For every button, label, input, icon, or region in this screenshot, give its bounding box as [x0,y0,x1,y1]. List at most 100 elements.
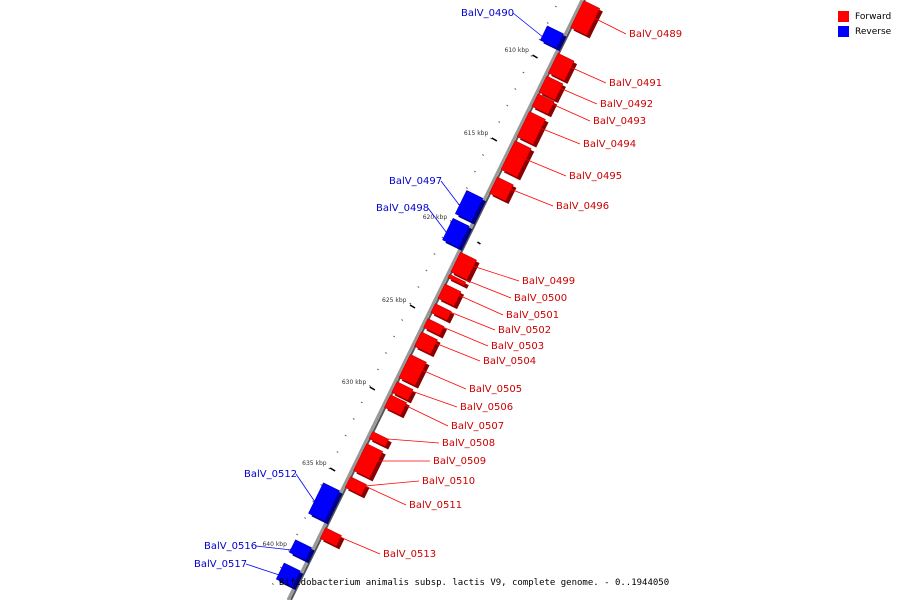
gene-leader-line [339,536,381,555]
gene-label[interactable]: BalV_0494 [583,139,636,150]
major-tick [477,241,481,245]
gene-label[interactable]: BalV_0490 [461,8,514,19]
gene-feature[interactable] [442,217,470,249]
gene-feature[interactable] [500,140,532,178]
minor-tick [344,434,347,437]
gene-feature[interactable] [398,354,427,386]
gene-feature[interactable] [437,283,462,307]
gene-label[interactable]: BalV_0513 [383,549,436,560]
gene-label[interactable]: BalV_0496 [556,201,609,212]
scale-label: 615 kbp [464,130,489,137]
gene-label[interactable]: BalV_0510 [422,476,475,487]
minor-tick [506,104,509,107]
gene-labels: BalV_0489 BalV_0490 BalV_0491 BalV_0492 BalV… [194,8,682,576]
gene-feature[interactable] [319,527,342,547]
scale-label: 635 kbp [302,460,327,467]
minor-tick [449,220,452,222]
gene-leader-line [364,480,420,487]
gene-label[interactable]: BalV_0505 [469,384,522,395]
minor-tick [498,121,501,123]
gene-feature[interactable] [447,273,467,287]
minor-tick [287,550,291,552]
gene-feature[interactable] [423,318,445,336]
legend-label-forward: Forward [855,11,892,22]
gene-feature[interactable] [547,52,575,82]
gene-leader-line [295,473,316,503]
gene-label[interactable]: BalV_0509 [433,456,486,467]
gene-leader-line [440,180,461,207]
gene-label[interactable]: BalV_0491 [609,78,662,89]
gene-label[interactable]: BalV_0493 [593,116,646,127]
gene-label[interactable]: BalV_0507 [451,421,504,432]
gene-label[interactable]: BalV_0504 [483,356,536,367]
major-tick [329,467,336,472]
gene-label[interactable]: BalV_0502 [498,325,551,336]
minor-tick [538,38,541,41]
gene-feature[interactable] [275,562,301,588]
gene-leader-line [510,188,554,207]
gene-label[interactable]: BalV_0495 [569,171,622,182]
gene-feature[interactable] [289,539,312,561]
gene-label[interactable]: BalV_0497 [389,176,442,187]
minor-tick [417,286,420,288]
gene-leader-line [570,66,607,84]
gene-feature[interactable] [539,25,564,49]
gene-feature[interactable] [391,381,414,401]
gene-label[interactable]: BalV_0516 [204,541,257,552]
legend-item-forward: Forward [838,9,891,24]
gene-label[interactable]: BalV_0489 [629,29,682,40]
legend-label-reverse: Reverse [855,26,892,37]
reverse-swatch [838,26,849,37]
gene-feature[interactable] [344,476,367,496]
minor-tick [296,533,299,536]
minor-tick [409,302,412,305]
gene-layer [275,0,603,591]
gene-feature[interactable] [531,93,555,115]
genome-caption: Bifidobacterium animalis subsp. lactis V… [279,578,670,588]
gene-leader-line [364,485,407,506]
gene-feature[interactable] [308,482,340,522]
gene-leader-line [540,127,581,145]
gene-label[interactable]: BalV_0492 [600,99,653,110]
scale-label: 640 kbp [262,541,287,548]
gene-label[interactable]: BalV_0511 [409,500,462,511]
minor-tick [490,137,493,140]
minor-tick [554,5,557,8]
gene-label[interactable]: BalV_0500 [514,293,567,304]
gene-feature[interactable] [454,190,484,222]
gene-feature[interactable] [353,443,384,479]
gene-label[interactable]: BalV_0508 [442,438,495,449]
minor-tick [320,484,323,486]
gene-feature[interactable] [430,303,452,321]
gene-feature[interactable] [413,331,438,355]
minor-tick [376,368,379,371]
legend-item-reverse: Reverse [838,24,891,39]
gene-feature[interactable] [570,0,601,36]
minor-tick [546,22,549,24]
minor-tick [279,566,282,569]
scale-label: 610 kbp [505,47,530,54]
gene-leader-line [458,294,504,316]
minor-tick [425,269,428,272]
gene-label[interactable]: BalV_0499 [522,276,575,287]
gene-feature[interactable] [516,111,546,145]
minor-tick [522,71,525,74]
gene-feature[interactable] [384,394,408,416]
gene-label[interactable]: BalV_0501 [506,310,559,321]
gene-label[interactable]: BalV_0512 [244,469,297,480]
gene-feature[interactable] [538,75,564,101]
gene-feature[interactable] [489,176,514,202]
gene-label[interactable]: BalV_0498 [376,203,429,214]
minor-tick [393,335,396,338]
minor-tick [336,451,339,453]
gene-feature[interactable] [368,431,390,447]
gene-leader-line [245,563,280,576]
gene-label[interactable]: BalV_0503 [491,341,544,352]
minor-tick [304,517,307,519]
gene-label[interactable]: BalV_0517 [194,559,247,570]
legend: Forward Reverse [838,9,891,39]
gene-label[interactable]: BalV_0506 [460,402,513,413]
minor-tick [312,500,315,503]
gene-feature[interactable] [450,251,477,281]
gene-leader-line [387,438,440,444]
